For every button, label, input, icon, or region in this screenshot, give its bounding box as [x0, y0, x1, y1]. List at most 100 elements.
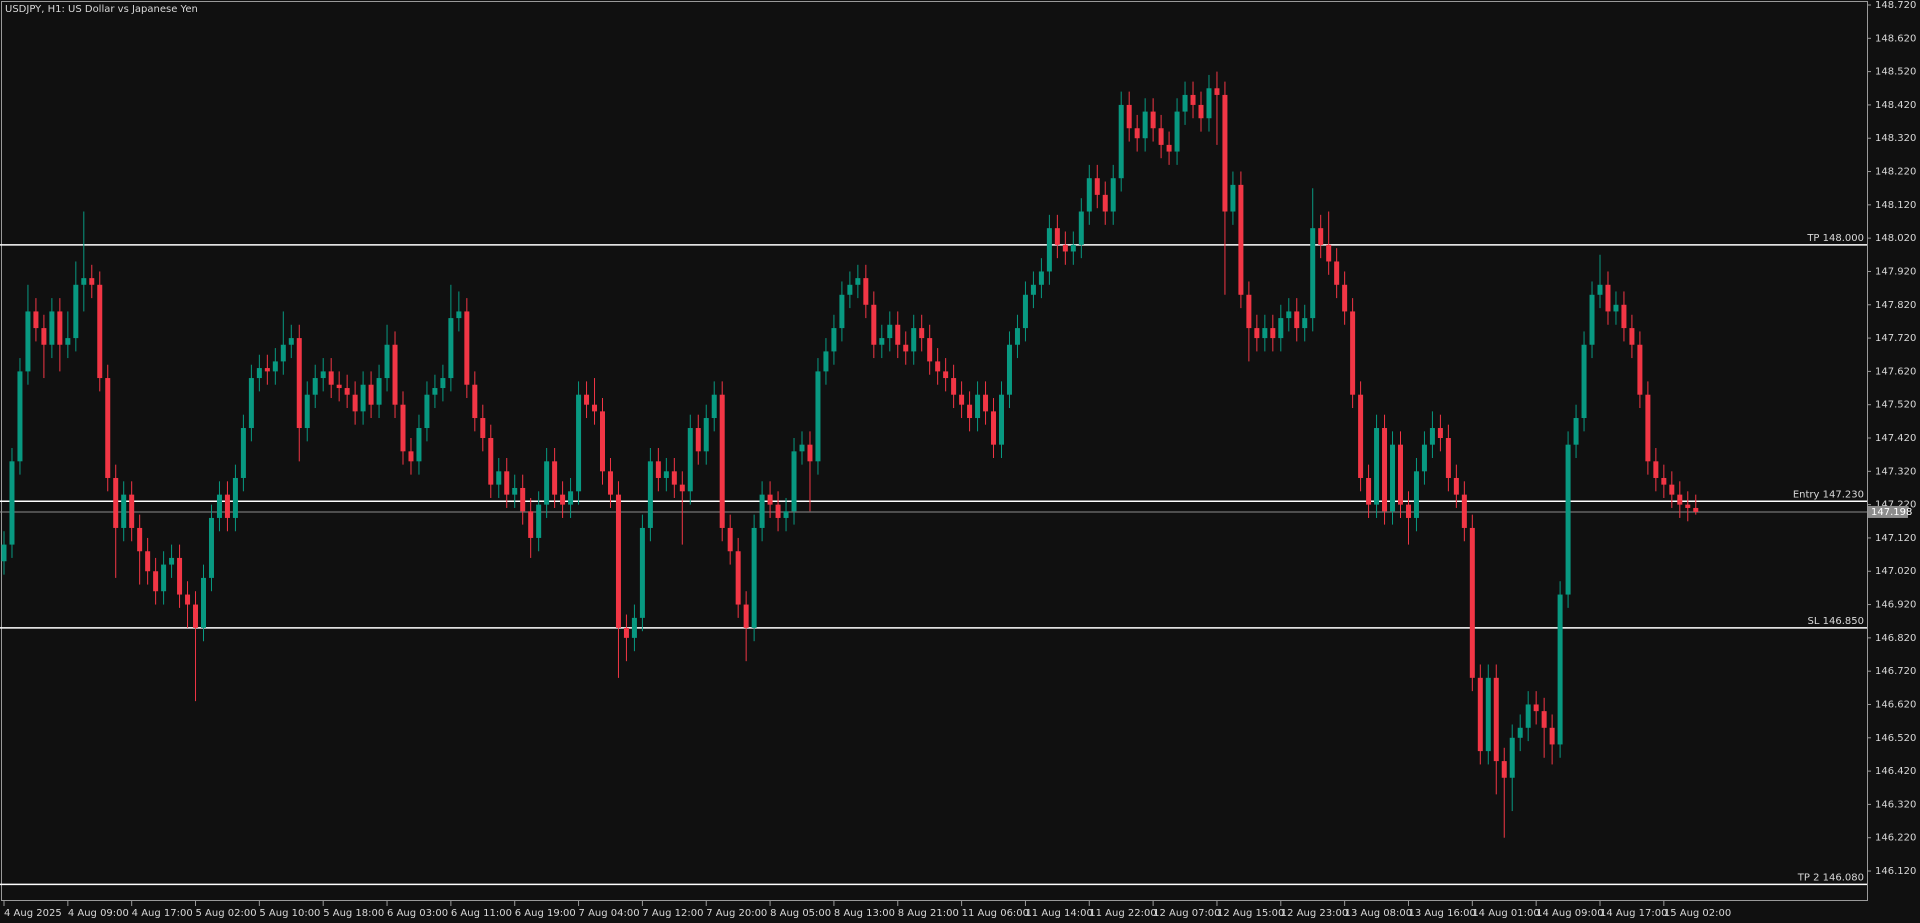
candle-body	[1525, 704, 1531, 728]
candle-body	[823, 351, 829, 372]
candle-body	[464, 311, 470, 385]
candle-body	[33, 311, 39, 329]
candle-body	[1102, 194, 1108, 212]
candle-body	[448, 318, 454, 379]
candle-body	[967, 404, 973, 419]
candle-body	[1653, 461, 1659, 478]
candle-body	[161, 564, 167, 592]
candle-body	[655, 461, 661, 478]
x-tick-label: 5 Aug 10:00	[259, 908, 320, 919]
candle-body	[536, 504, 542, 538]
plot-frame	[1, 1, 1868, 901]
candle-body	[193, 604, 199, 628]
candle-body	[17, 371, 23, 462]
chart-title: USDJPY, H1: US Dollar vs Japanese Yen	[5, 4, 198, 15]
candle-body	[911, 328, 917, 352]
candle-body	[248, 378, 254, 429]
candle-body	[935, 361, 941, 372]
candle-body	[1685, 504, 1691, 508]
candle-body	[592, 404, 598, 412]
y-tick-label: 147.120	[1875, 533, 1916, 544]
x-tick-label: 11 Aug 14:00	[1025, 908, 1092, 919]
candle-body	[320, 371, 326, 379]
y-tick-label: 146.520	[1875, 733, 1916, 744]
candle-body	[1318, 228, 1324, 245]
candle-body	[1246, 294, 1252, 329]
candle-body	[1038, 271, 1044, 285]
candle-body	[1150, 111, 1156, 129]
candle-body	[1270, 328, 1276, 339]
candle-body	[1477, 677, 1483, 752]
x-tick-label: 13 Aug 08:00	[1345, 908, 1412, 919]
candle-body	[1382, 428, 1388, 512]
candle-body	[544, 461, 550, 505]
candle-body	[336, 384, 342, 389]
candle-body	[480, 418, 486, 439]
candle-body	[759, 494, 765, 528]
candle-body	[791, 451, 797, 512]
candle-body	[639, 527, 645, 618]
candle-body	[432, 388, 438, 395]
candle-body	[177, 557, 183, 595]
candle-body	[384, 344, 390, 379]
candle-body	[1509, 737, 1515, 778]
candle-body	[1669, 484, 1675, 495]
candle-body	[1262, 328, 1268, 339]
candle-body	[1030, 284, 1036, 295]
candle-body	[831, 328, 837, 352]
candle-body	[1302, 318, 1308, 329]
candle-body	[1326, 244, 1332, 262]
candle-body	[1613, 304, 1619, 312]
candle-body	[623, 627, 629, 638]
y-tick-label: 148.120	[1875, 200, 1916, 211]
x-tick-label: 6 Aug 11:00	[451, 908, 512, 919]
candle-body	[1398, 444, 1403, 505]
candle-body	[1366, 477, 1372, 505]
candle-body	[855, 278, 861, 285]
candle-body	[504, 471, 510, 495]
candle-body	[815, 371, 821, 462]
candle-body	[352, 394, 358, 412]
candle-body	[89, 278, 95, 285]
y-tick-label: 147.820	[1875, 300, 1916, 311]
level-label: TP 148.000	[1806, 233, 1864, 244]
candle-body	[552, 461, 558, 495]
candle-body	[1437, 428, 1443, 439]
candle-body	[663, 471, 669, 478]
candle-body	[1645, 394, 1651, 462]
candle-body	[1693, 507, 1699, 512]
candle-body	[847, 284, 853, 295]
candle-body	[903, 344, 909, 352]
current-price-label: 147.198	[1871, 507, 1912, 518]
candle-body	[807, 444, 813, 462]
candle-body	[1421, 444, 1427, 472]
candle-body	[943, 371, 949, 379]
candle-body	[65, 338, 71, 345]
candle-body	[743, 604, 749, 628]
x-tick-label: 6 Aug 03:00	[387, 908, 448, 919]
candle-body	[41, 328, 47, 345]
x-tick-label: 5 Aug 02:00	[196, 908, 257, 919]
x-tick-label: 8 Aug 05:00	[770, 908, 831, 919]
candle-body	[288, 338, 294, 345]
candle-body	[1334, 261, 1340, 285]
candle-body	[799, 444, 805, 452]
candle-body	[1006, 344, 1012, 395]
candle-body	[727, 527, 733, 552]
y-tick-label: 146.920	[1875, 600, 1916, 611]
candle-body	[328, 371, 334, 385]
candle-body	[1054, 228, 1060, 245]
x-tick-label: 6 Aug 19:00	[515, 908, 576, 919]
candle-body	[1549, 727, 1555, 745]
candle-body	[1597, 284, 1603, 295]
candle-body	[1677, 494, 1683, 505]
candle-body	[887, 324, 893, 339]
x-tick-label: 12 Aug 07:00	[1153, 908, 1220, 919]
candle-body	[959, 394, 965, 405]
x-tick-label: 7 Aug 20:00	[706, 908, 767, 919]
y-tick-label: 147.920	[1875, 266, 1916, 277]
candle-body	[224, 494, 230, 518]
candle-body	[1158, 128, 1164, 145]
candle-body	[879, 338, 885, 345]
